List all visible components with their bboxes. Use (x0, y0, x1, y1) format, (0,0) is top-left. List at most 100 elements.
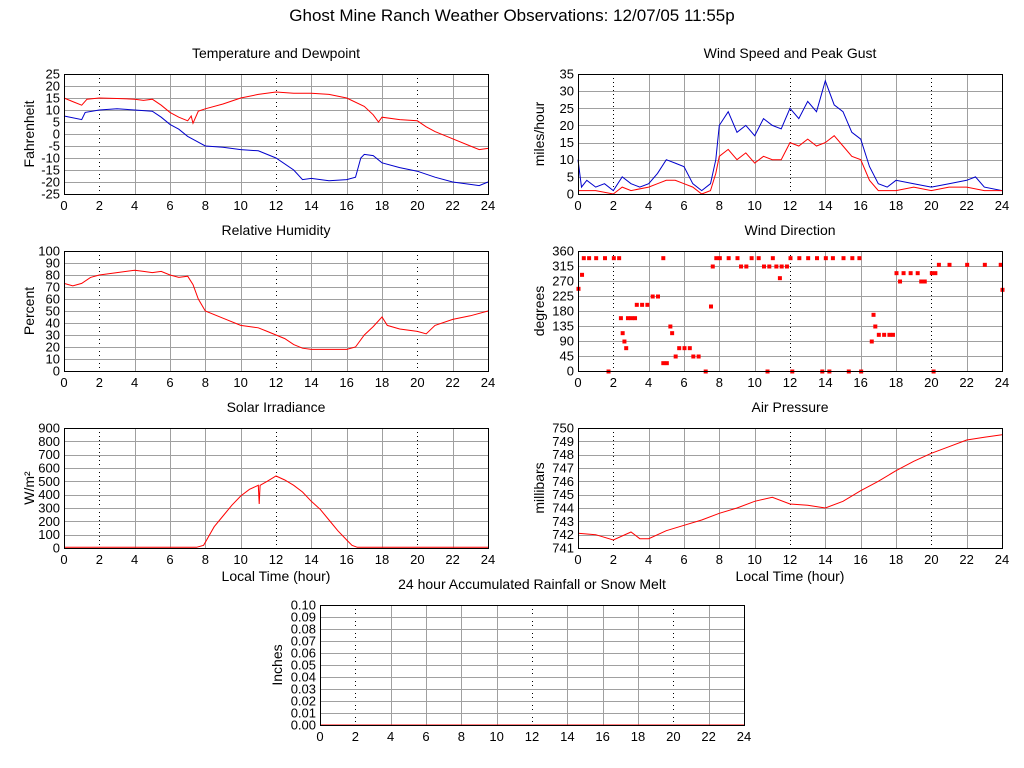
wind-direction-y-tick-label: 180 (552, 304, 574, 319)
wind-direction-point (850, 256, 855, 261)
solar-frame (64, 428, 489, 549)
temperature-y-tick-label: 15 (46, 91, 60, 106)
wind-direction-y-tick-label: 90 (560, 334, 574, 349)
wind-direction-point (998, 262, 1003, 267)
wind-direction-point (788, 256, 793, 261)
wind-direction-point (726, 256, 731, 261)
wind-direction-x-tick-label: 12 (783, 375, 797, 390)
humidity-x-tick-label: 16 (339, 375, 353, 390)
rainfall-y-tick-label: 0.06 (291, 646, 316, 661)
wind-direction-y-label: degrees (531, 286, 547, 337)
rainfall-y-tick-label: 0.08 (291, 622, 316, 637)
pressure-chart: 0 2 4 6 8 10 12 14 16 18 20 22 247417427437447457467… (531, 399, 1009, 584)
rainfall-title: 24 hour Accumulated Rainfall or Snow Mel… (398, 576, 666, 592)
wind-direction-point (618, 316, 623, 321)
wind-direction-point (580, 272, 585, 277)
wind-direction-x-tick-label: 0 (574, 375, 581, 390)
wind-direction-point (947, 262, 952, 267)
wind-direction-point (622, 339, 627, 344)
wind-direction-point (841, 256, 846, 261)
pressure-x-tick-label: 12 (783, 552, 797, 567)
humidity-x-tick-label: 24 (481, 375, 495, 390)
pressure-x-tick-label: 14 (818, 552, 832, 567)
wind-speed-title: Wind Speed and Peak Gust (704, 45, 877, 61)
solar-y-label: W/m² (21, 471, 37, 505)
wind-direction-point (806, 256, 811, 261)
wind-speed-series-wind-speed (578, 135, 1002, 195)
pressure-x-tick-label: 16 (853, 552, 867, 567)
wind-direction-point (710, 264, 715, 269)
wind-direction-x-tick-label: 6 (680, 375, 687, 390)
wind-speed-y-tick-label: 30 (560, 84, 574, 99)
wind-direction-x-tick-label: 2 (610, 375, 617, 390)
wind-speed-x-tick-label: 6 (680, 198, 687, 213)
temperature-chart: 0 2 4 6 8 10 12 14 16 18 20 22 24-25-20-15-10-505101… (21, 45, 495, 213)
pressure-title: Air Pressure (751, 399, 828, 415)
humidity-title: Relative Humidity (222, 222, 331, 238)
rainfall-chart: 0 2 4 6 8 10 12 14 16 18 20 22 240.000.010.020.030.0… (269, 576, 751, 744)
wind-direction-point (890, 332, 895, 337)
pressure-y-tick-label: 743 (552, 514, 574, 529)
wind-direction-point (830, 256, 835, 261)
wind-direction-point (650, 294, 655, 299)
wind-speed-y-tick-label: 15 (560, 135, 574, 150)
wind-speed-y-tick-label: 10 (560, 152, 574, 167)
humidity-y-tick-label: 10 (46, 352, 60, 367)
wind-direction-point (691, 354, 696, 359)
rainfall-y-label: Inches (269, 644, 285, 685)
rainfall-y-tick-label: 0.05 (291, 658, 316, 673)
wind-direction-point (908, 271, 913, 276)
wind-direction-point (982, 262, 987, 267)
solar-x-tick-label: 6 (166, 552, 173, 567)
wind-direction-point (965, 262, 970, 267)
wind-direction-point (857, 256, 862, 261)
wind-direction-x-tick-label: 24 (995, 375, 1009, 390)
temperature-y-tick-label: 5 (53, 115, 60, 130)
solar-x-tick-label: 20 (410, 552, 424, 567)
wind-speed-x-tick-label: 12 (783, 198, 797, 213)
wind-direction-point (933, 271, 938, 276)
wind-direction-chart: 0 2 4 6 8 10 12 14 16 18 20 22 240459013518022527031… (531, 222, 1009, 390)
temperature-y-tick-label: -15 (41, 163, 60, 178)
wind-direction-y-tick-label: 315 (552, 259, 574, 274)
wind-direction-point (661, 256, 666, 261)
wind-speed-y-label: miles/hour (531, 101, 547, 166)
wind-direction-title: Wind Direction (744, 222, 835, 238)
wind-direction-point (876, 332, 881, 337)
solar-x-tick-label: 2 (96, 552, 103, 567)
wind-speed-x-tick-label: 0 (574, 198, 581, 213)
humidity-x-tick-label: 22 (445, 375, 459, 390)
wind-direction-point (617, 256, 622, 261)
wind-speed-frame (578, 74, 1003, 195)
pressure-y-tick-label: 749 (552, 434, 574, 449)
temperature-y-tick-label: -25 (41, 187, 60, 202)
humidity-y-tick-label: 40 (46, 316, 60, 331)
rainfall-x-tick-label: 2 (352, 729, 359, 744)
wind-direction-point (687, 346, 692, 351)
pressure-x-tick-label: 18 (889, 552, 903, 567)
wind-direction-point (634, 302, 639, 307)
wind-speed-y-tick-label: 0 (567, 187, 574, 202)
pressure-series-air-pressure (577, 434, 1003, 541)
wind-direction-point (901, 271, 906, 276)
wind-direction-point (696, 354, 701, 359)
humidity-x-tick-label: 20 (410, 375, 424, 390)
solar-y-tick-label: 800 (38, 434, 60, 449)
wind-direction-x-tick-label: 18 (889, 375, 903, 390)
pressure-y-tick-label: 744 (552, 501, 574, 516)
wind-direction-x-tick-label: 4 (645, 375, 652, 390)
humidity-frame (64, 251, 489, 372)
solar-y-tick-label: 700 (38, 447, 60, 462)
humidity-y-tick-label: 30 (46, 328, 60, 343)
solar-y-tick-label: 500 (38, 474, 60, 489)
wind-direction-point (656, 294, 660, 299)
wind-direction-point (709, 304, 713, 309)
wind-direction-x-tick-label: 8 (716, 375, 723, 390)
wind-direction-y-tick-label: 0 (567, 364, 574, 379)
temperature-y-tick-label: -20 (41, 175, 60, 190)
wind-direction-point (661, 361, 666, 366)
wind-direction-point (714, 256, 719, 261)
wind-direction-x-tick-label: 10 (747, 375, 761, 390)
humidity-x-tick-label: 2 (96, 375, 103, 390)
wind-direction-point (774, 264, 779, 269)
